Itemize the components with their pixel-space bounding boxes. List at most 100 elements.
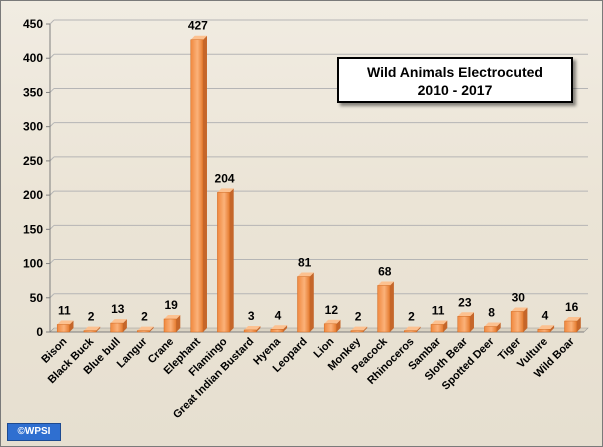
y-tick-label: 300 <box>23 120 43 134</box>
y-tick-label: 450 <box>23 17 43 31</box>
bar <box>297 272 314 333</box>
x-tick-label: Langur <box>115 335 150 370</box>
bar-top <box>270 325 288 330</box>
data-label: 12 <box>325 303 339 317</box>
gridline-depth <box>49 53 55 59</box>
bar-side <box>469 312 474 332</box>
gridline-depth <box>49 293 55 299</box>
bar <box>537 325 555 333</box>
bar-top <box>484 322 501 327</box>
bar-side <box>550 325 555 332</box>
bar-front <box>217 192 230 333</box>
bar-front <box>163 318 177 333</box>
bar <box>56 320 74 333</box>
data-label: 3 <box>248 309 255 323</box>
bar-front <box>270 329 284 333</box>
bar-side <box>256 325 261 332</box>
axes: 0 50 100 150 200 250 300 350 400 450 <box>23 17 584 339</box>
data-label: 2 <box>355 310 362 324</box>
gridline-depth <box>49 156 55 162</box>
bar-front <box>190 39 204 333</box>
y-tick-label: 50 <box>30 291 44 305</box>
bar <box>163 314 181 333</box>
chart-title-box: Wild Animals Electrocuted 2010 - 2017 <box>337 57 573 103</box>
data-label: 4 <box>275 308 282 322</box>
bar-side <box>496 322 501 332</box>
bar-side <box>363 326 368 332</box>
bar-top <box>137 326 154 331</box>
bar-top <box>377 281 394 286</box>
data-labels: 11 2 13 2 19 427 204 3 4 81 12 2 68 2 11 23 8 30 4 16 <box>58 19 579 324</box>
bar-side <box>576 317 581 332</box>
bar <box>243 325 261 333</box>
bar <box>457 312 474 333</box>
bar-top <box>297 272 314 277</box>
bar-top <box>350 326 368 331</box>
bar-side <box>149 326 154 332</box>
bar <box>404 326 421 333</box>
bar-top <box>57 320 74 325</box>
bar-front <box>484 326 497 333</box>
bar <box>323 319 341 333</box>
bar-top <box>244 325 261 330</box>
bar-side <box>443 320 448 332</box>
bar-side <box>122 319 127 332</box>
bar <box>83 326 101 333</box>
data-label: 13 <box>111 302 125 316</box>
data-label: 16 <box>565 300 579 314</box>
bar-front <box>457 316 471 333</box>
data-label: 11 <box>58 303 71 317</box>
bar-top <box>190 35 207 40</box>
y-tick-label: 100 <box>23 257 43 271</box>
bar-front <box>323 323 337 333</box>
bar-top <box>457 312 474 317</box>
credit-badge: ©WPSI <box>7 423 61 441</box>
bar <box>217 188 234 333</box>
bar-front <box>83 330 97 333</box>
bars <box>56 35 581 333</box>
data-label: 2 <box>408 310 415 324</box>
bar-top <box>83 326 101 331</box>
bar <box>377 281 394 333</box>
bar-front <box>564 320 578 333</box>
bar <box>430 320 448 333</box>
chart-title: Wild Animals Electrocuted <box>367 64 543 80</box>
data-label: 2 <box>141 310 148 324</box>
data-label: 8 <box>488 306 495 320</box>
bar-front <box>430 324 444 333</box>
y-tick-label: 350 <box>23 85 43 99</box>
gridline-depth <box>49 224 55 230</box>
gridline-depth <box>49 19 55 25</box>
bar-front <box>537 329 551 333</box>
bar <box>270 325 288 333</box>
bar <box>484 322 501 333</box>
data-label: 204 <box>215 171 235 185</box>
bar-side <box>283 325 288 332</box>
bar-front <box>510 311 524 333</box>
bar-top <box>431 320 448 325</box>
bar-side <box>202 35 207 333</box>
bar-side <box>309 272 314 332</box>
bar-front <box>110 322 124 333</box>
bar-side <box>389 281 394 332</box>
bar-side <box>336 319 341 332</box>
bar <box>510 307 528 333</box>
data-label: 81 <box>298 256 312 270</box>
data-label: 427 <box>188 19 208 33</box>
bar-side <box>69 320 74 332</box>
bar-top <box>511 307 528 312</box>
bar <box>564 317 581 333</box>
bar-side <box>176 314 181 332</box>
bar-side <box>416 326 421 332</box>
bar-side <box>229 188 234 332</box>
data-label: 11 <box>432 303 445 317</box>
data-label: 2 <box>88 310 95 324</box>
chart-floor <box>49 327 589 333</box>
y-tick-label: 250 <box>23 154 43 168</box>
gridline-depth <box>49 259 55 264</box>
data-label: 68 <box>378 264 392 278</box>
bar-front <box>297 276 311 333</box>
